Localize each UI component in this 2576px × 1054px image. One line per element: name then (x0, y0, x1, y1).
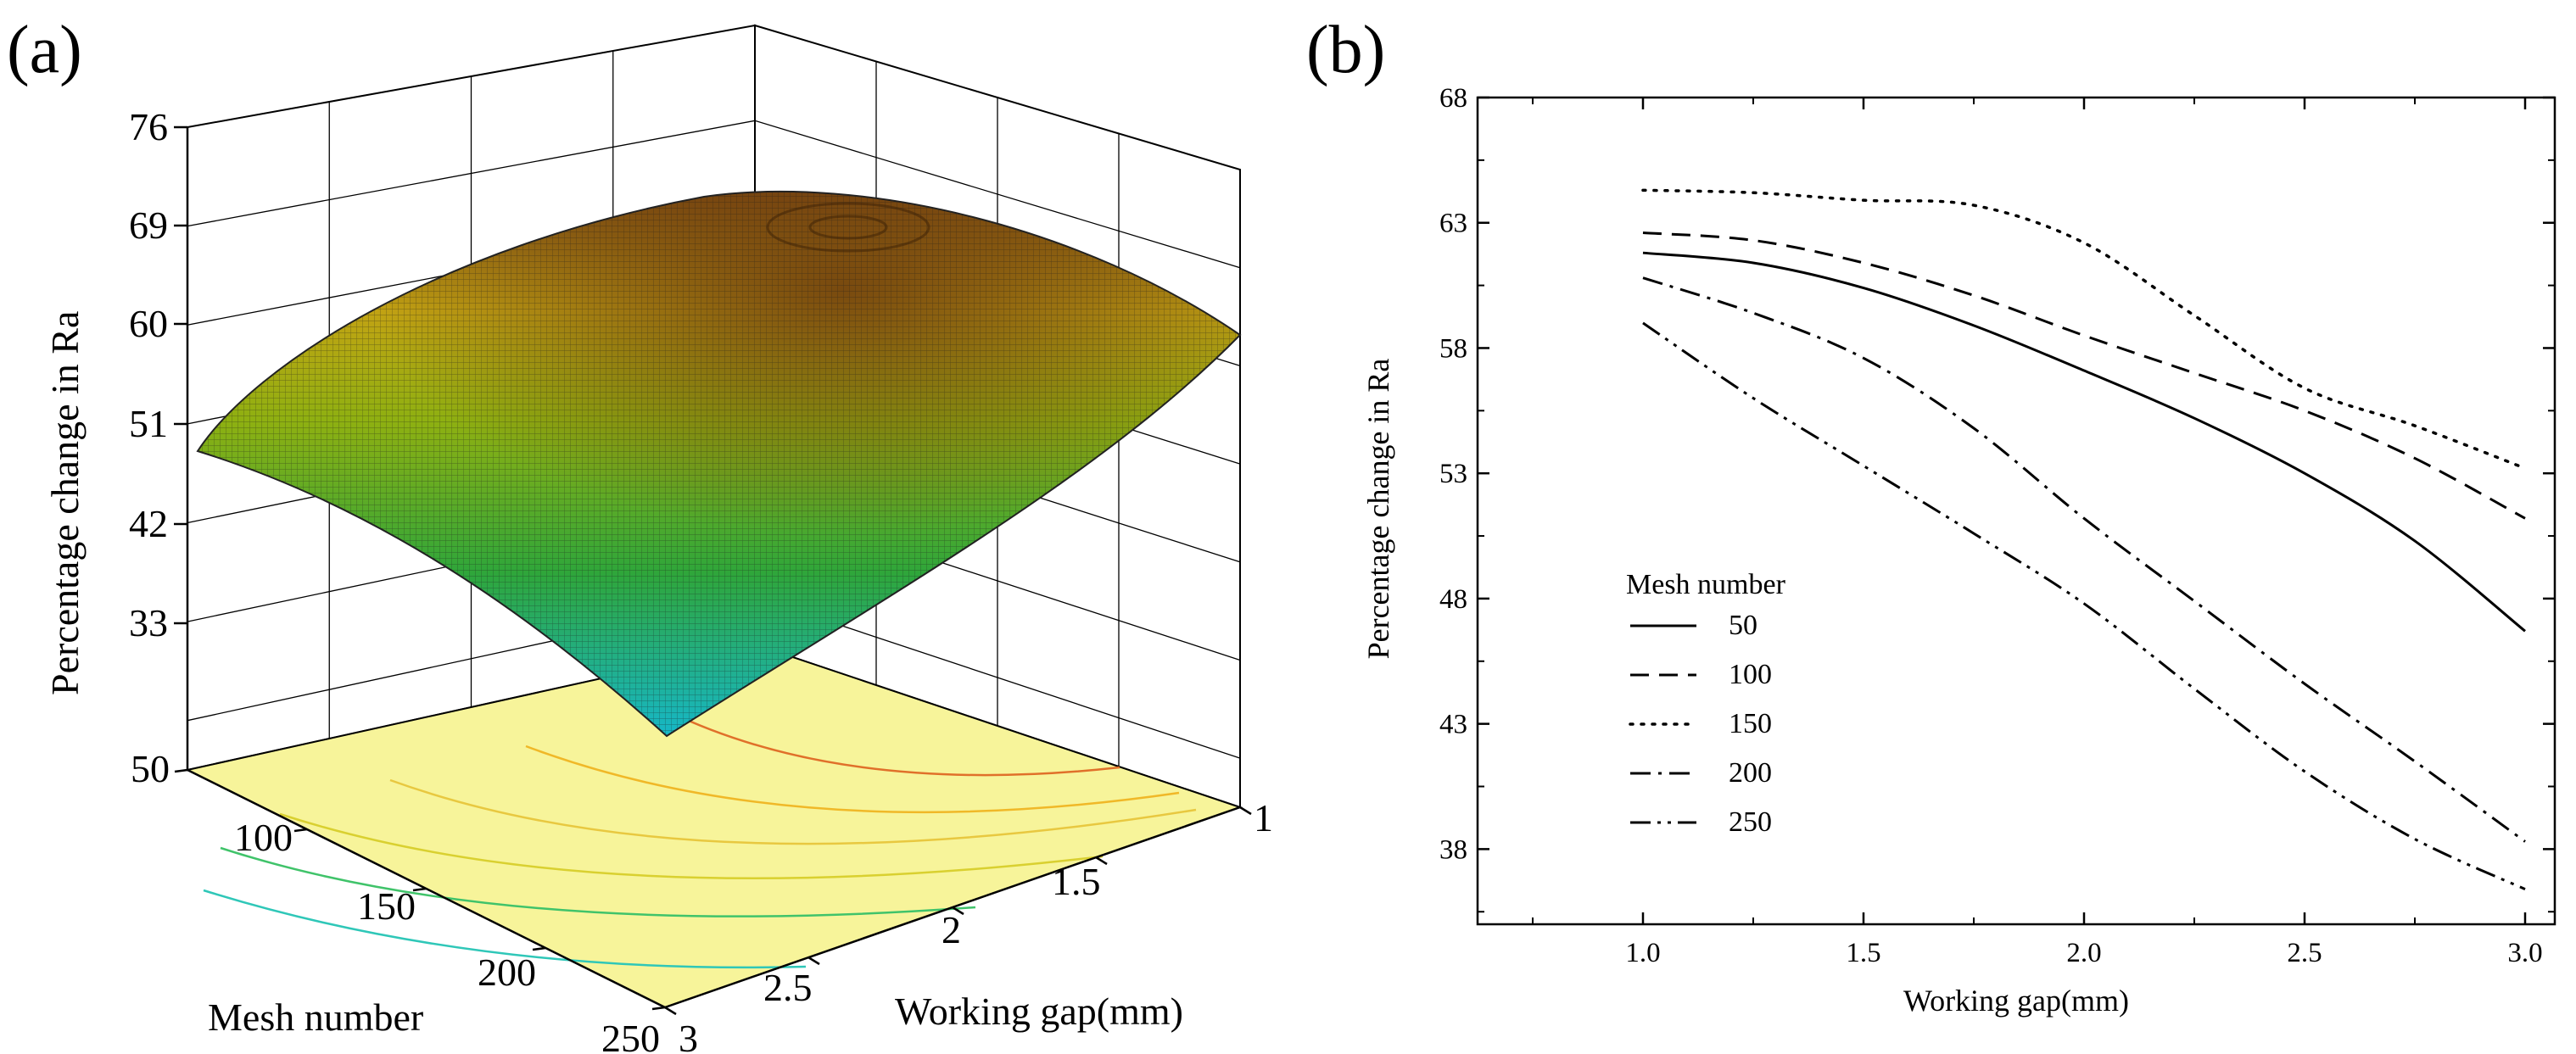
legend-b: Mesh number 50 100 150 200 250 (1626, 569, 1786, 838)
y-tick-label: 48 (1439, 584, 1467, 615)
legend-label-250: 250 (1729, 806, 1772, 838)
x-tick-label: 2.5 (2287, 938, 2322, 968)
floor-contour (279, 812, 1104, 880)
surface-mesh (196, 190, 1242, 738)
z-tick-label: 76 (129, 105, 168, 148)
z-tick-label: 33 (129, 601, 168, 644)
mesh-tick-label: 150 (357, 884, 416, 928)
panel-b: 68 63 58 53 48 43 38 1.0 1.5 2.0 2.5 3.0 Mesh numb… (1306, 13, 2556, 1018)
gap-tick-label: 2 (942, 908, 961, 951)
z-tick-label: 51 (129, 402, 168, 445)
mesh-tick-marks (174, 768, 666, 1011)
z-axis-title: Percentage change in Ra (43, 311, 87, 695)
floor-contour (669, 711, 1120, 777)
y-axis-title-b: Percentage change in Ra (1361, 359, 1395, 660)
series-line-200 (1642, 276, 2526, 843)
peak-ring (808, 215, 888, 240)
series-line-100 (1642, 231, 2526, 520)
mesh-tick-label: 200 (478, 951, 536, 994)
floor-contour (203, 889, 807, 969)
y-tick-label: 43 (1439, 710, 1467, 740)
panel-a: 76 69 60 51 42 33 50 100 150 200 250 (7, 13, 1273, 1054)
series-line-250 (1642, 321, 2526, 891)
gap-tick-label: 1.5 (1052, 860, 1101, 903)
gap-tick-marks (664, 806, 1252, 1016)
y-tick-labels-b: 68 63 58 53 48 43 38 (1439, 83, 1467, 865)
mesh-axis-title: Mesh number (208, 995, 423, 1039)
legend-label-50: 50 (1729, 610, 1757, 641)
floor-contour (525, 744, 1180, 814)
x-tick-label: 1.5 (1846, 938, 1880, 968)
legend-title: Mesh number (1626, 569, 1786, 600)
z-tick-label: 42 (129, 502, 168, 545)
response-surface (196, 190, 1242, 738)
mesh-tick-label: 50 (131, 747, 170, 790)
y-tick-label: 38 (1439, 834, 1467, 865)
mesh-tick-label: 100 (234, 816, 293, 859)
series-line-150 (1641, 188, 2527, 471)
wall-grid-line (187, 25, 1241, 170)
gap-tick-label: 1 (1254, 796, 1273, 839)
z-tick-marks (174, 125, 187, 625)
z-tick-labels: 76 69 60 51 42 33 (129, 105, 168, 644)
x-tick-label: 2.0 (2066, 938, 2101, 968)
floor-contours (203, 711, 1197, 969)
legend-label-150: 150 (1729, 708, 1772, 739)
x-tick-label: 3.0 (2507, 938, 2542, 968)
plot-frame-b (1476, 96, 2556, 926)
series-line-50 (1642, 251, 2526, 633)
y-tick-label: 53 (1439, 459, 1467, 489)
mesh-tick-labels: 50 100 150 200 250 (131, 747, 660, 1054)
gap-axis-title: Working gap(mm) (895, 990, 1183, 1033)
panel-label-b: (b) (1306, 13, 1385, 87)
panel-label-a: (a) (7, 13, 82, 87)
gap-tick-label: 3 (679, 1017, 698, 1054)
gap-tick-label: 2.5 (763, 966, 813, 1009)
legend-items: 50 100 150 200 250 (1629, 610, 1772, 838)
mesh-axis-line (187, 768, 666, 1009)
z-tick-label: 60 (129, 302, 168, 345)
y-tick-label: 58 (1439, 333, 1467, 364)
y-tick-label: 63 (1439, 209, 1467, 239)
legend-label-200: 200 (1729, 757, 1772, 789)
y-tick-label: 68 (1439, 83, 1467, 114)
wall-grid-line (187, 120, 1241, 269)
legend-label-100: 100 (1729, 659, 1772, 690)
floor-contour (389, 778, 1197, 845)
mesh-tick-label: 250 (601, 1017, 660, 1054)
gap-tick-labels: 1 1.5 2 2.5 3 (679, 796, 1273, 1054)
x-tick-labels-b: 1.0 1.5 2.0 2.5 3.0 (1625, 938, 2542, 968)
floor-contour (220, 846, 976, 917)
series-lines-b (1641, 188, 2527, 891)
x-axis-title-b: Working gap(mm) (1903, 984, 2129, 1018)
peak-ring (766, 202, 930, 253)
z-tick-label: 69 (129, 204, 168, 247)
x-tick-label: 1.0 (1625, 938, 1660, 968)
tick-marks-b (1478, 96, 2555, 924)
